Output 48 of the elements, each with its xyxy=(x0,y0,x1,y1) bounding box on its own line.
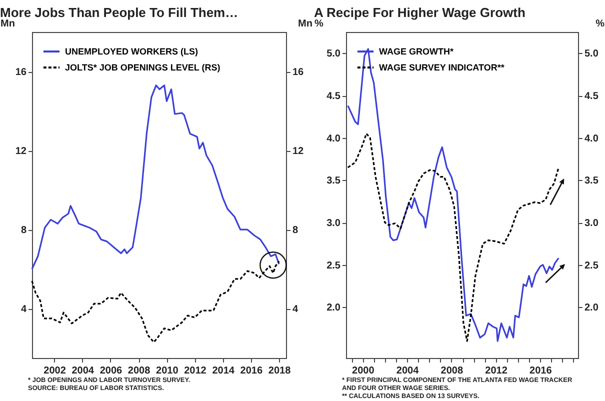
y2-tick-label: 2.0 xyxy=(584,302,599,314)
y2-tick-label: 4.0 xyxy=(584,133,599,144)
x-tick-label: 2018 xyxy=(268,366,292,376)
y-tick-label: 8 xyxy=(20,225,27,236)
legend-label: WAGE GROWTH* xyxy=(379,46,454,56)
x-tick-label: 2008 xyxy=(128,366,151,376)
y-axis-title: % xyxy=(314,18,324,30)
x-tick-label: 2012 xyxy=(184,366,207,376)
x-tick-label: 2012 xyxy=(485,366,508,376)
y-tick-label: 16 xyxy=(15,67,27,78)
x-tick-label: 2000 xyxy=(352,366,375,376)
y-tick-label: 3.5 xyxy=(326,176,341,187)
y-tick-label: 5.0 xyxy=(326,48,341,60)
x-tick-label: 2010 xyxy=(156,366,179,376)
line-series xyxy=(347,48,560,342)
y-tick-label: 4.0 xyxy=(326,133,341,144)
y-axis-title: Mn xyxy=(0,18,15,30)
y2-tick-label: 12 xyxy=(292,146,304,158)
line-series xyxy=(347,132,560,342)
y2-tick-label: 4.5 xyxy=(584,91,599,102)
chart-title: More Jobs Than People To Fill Them… xyxy=(0,5,238,20)
y2-axis-title: Mn xyxy=(298,18,312,30)
y2-tick-label: 4 xyxy=(292,304,298,316)
x-tick-label: 2014 xyxy=(212,366,235,376)
y-tick-label: 4.5 xyxy=(326,91,341,102)
legend-label: UNEMPLOYED WORKERS (LS) xyxy=(65,46,198,56)
x-tick-label: 2002 xyxy=(44,366,66,376)
x-tick-label: 2004 xyxy=(72,366,94,376)
y2-tick-label: 16 xyxy=(292,67,304,78)
y-tick-label: 12 xyxy=(15,146,27,158)
chart-title: A Recipe For Higher Wage Growth xyxy=(314,5,526,20)
x-tick-label: 2016 xyxy=(530,366,552,376)
y-tick-label: 4 xyxy=(20,304,27,316)
y-tick-label: 3.0 xyxy=(326,218,341,230)
legend-label: JOLTS* JOB OPENINGS LEVEL (RS) xyxy=(65,62,220,72)
y2-tick-label: 5.0 xyxy=(584,48,599,60)
y2-tick-label: 8 xyxy=(292,225,298,236)
x-tick-label: 2004 xyxy=(396,366,420,376)
y2-tick-label: 2.5 xyxy=(584,260,599,272)
y-tick-label: 2.0 xyxy=(326,302,341,314)
y-tick-label: 2.5 xyxy=(326,260,341,272)
x-tick-label: 2016 xyxy=(240,366,263,376)
y2-axis-title: % xyxy=(596,18,605,30)
y2-tick-label: 3.5 xyxy=(584,176,599,187)
legend-label: WAGE SURVEY INDICATOR** xyxy=(379,62,505,72)
x-tick-label: 2006 xyxy=(100,366,123,376)
x-tick-label: 2008 xyxy=(440,366,464,376)
y2-tick-label: 3.0 xyxy=(584,218,599,230)
